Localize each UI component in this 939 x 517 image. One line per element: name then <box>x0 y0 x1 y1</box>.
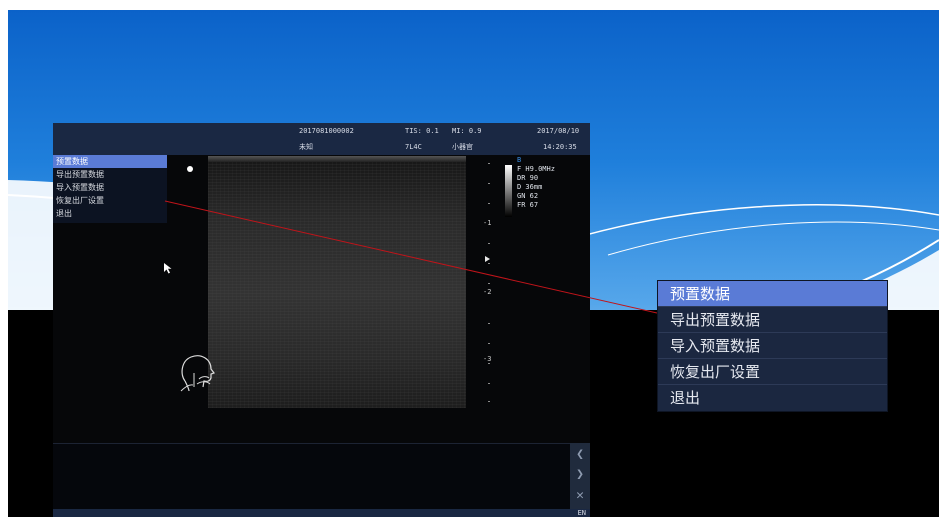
imaging-parameters: B F H9.0MHz DR 90 D 36mm GN 62 FR 67 <box>517 156 589 210</box>
param-frequency: F H9.0MHz <box>517 165 555 173</box>
depth-label-2: -2 <box>483 288 492 296</box>
menu-item-import-preset-large[interactable]: 导入预置数据 <box>658 333 887 359</box>
param-dynamic-range: DR 90 <box>517 174 539 182</box>
menu-item-factory-reset[interactable]: 恢复出厂设置 <box>56 196 104 205</box>
thumbnail-panel <box>53 443 570 510</box>
menu-item-import-preset[interactable]: 导入预置数据 <box>56 183 104 192</box>
menu-item-exit-large[interactable]: 退出 <box>670 389 701 407</box>
mouse-pointer-icon <box>164 263 172 274</box>
menu-item-preset-data-large[interactable]: 预置数据 <box>658 281 887 307</box>
preset-menu-small: 预置数据 导出预置数据 导入预置数据 恢复出厂设置 退出 <box>53 155 167 223</box>
scan-near-field <box>208 156 466 162</box>
focus-marker-icon <box>485 256 490 262</box>
preset-name: 小器官 <box>452 143 473 151</box>
preset-menu-enlarged: 预置数据 导出预置数据 导入预置数据 恢复出厂设置 退出 <box>657 280 888 412</box>
param-depth: D 36mm <box>517 183 543 191</box>
chevron-left-icon[interactable]: ❮ <box>576 447 584 462</box>
patient-name: 未知 <box>299 143 313 151</box>
tis-value: TIS: 0.1 <box>405 127 439 135</box>
probe-name: 7L4C <box>405 143 422 151</box>
menu-item-exit[interactable]: 退出 <box>56 209 72 218</box>
chevron-right-icon[interactable]: ❯ <box>576 467 584 482</box>
exam-time: 14:20:35 <box>543 143 577 151</box>
exam-date: 2017/08/10 <box>537 127 580 135</box>
depth-scale: -1 -2 -3 <box>480 163 494 403</box>
info-header: 2017081000002 未知 TIS: 0.1 7L4C MI: 0.9 小… <box>53 123 590 155</box>
body-mark-head-icon <box>180 355 215 392</box>
ultrasound-image <box>208 156 466 408</box>
orientation-marker <box>187 166 193 172</box>
menu-item-export-preset[interactable]: 导出预置数据 <box>56 170 104 179</box>
param-gain: GN 62 <box>517 192 539 200</box>
close-icon[interactable]: ✕ <box>576 488 584 503</box>
depth-label-1: -1 <box>483 219 492 227</box>
side-button-column: ❮ ❯ ✕ <box>570 443 590 509</box>
imaging-mode: B <box>517 156 522 164</box>
grayscale-bar <box>505 165 512 217</box>
ultrasound-screen: 2017081000002 未知 TIS: 0.1 7L4C MI: 0.9 小… <box>53 123 590 517</box>
status-footer: EN <box>53 509 590 517</box>
param-frame-rate: FR 67 <box>517 201 539 209</box>
input-language: EN <box>577 509 586 517</box>
mi-value: MI: 0.9 <box>452 127 482 135</box>
menu-item-factory-reset-large[interactable]: 恢复出厂设置 <box>658 359 887 385</box>
menu-item-export-preset-large[interactable]: 导出预置数据 <box>658 307 887 333</box>
menu-item-preset-data[interactable]: 预置数据 <box>53 155 167 168</box>
patient-id: 2017081000002 <box>299 127 354 135</box>
depth-label-3: -3 <box>483 355 492 363</box>
